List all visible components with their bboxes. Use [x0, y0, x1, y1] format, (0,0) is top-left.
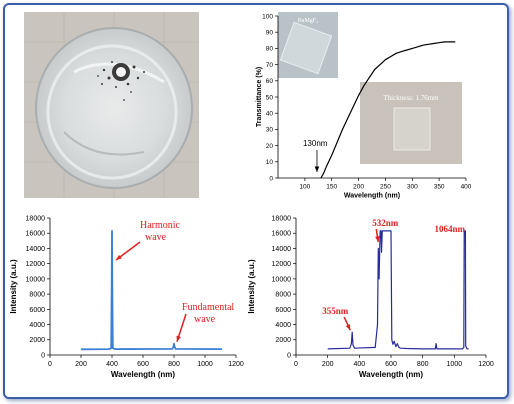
x-axis-label: Wavelength (nm) [344, 193, 400, 200]
x-tick-label: 1200 [228, 361, 244, 368]
y-tick-label: 6000 [29, 307, 45, 314]
x-tick-label: 150 [326, 184, 337, 191]
y-tick-label: 60 [266, 78, 274, 85]
y-tick-label: 12000 [26, 261, 46, 268]
annotation-arrowhead [176, 335, 181, 342]
x-tick-label: 200 [322, 361, 334, 368]
x-tick-label: 300 [407, 184, 418, 191]
inset-label-bamgf4: BaMgF₄ [298, 18, 318, 24]
x-tick-label: 1000 [447, 361, 463, 368]
y-tick-label: 16000 [272, 231, 292, 238]
annotation-arrowhead [116, 254, 122, 260]
y-tick-label: 20 [266, 143, 274, 150]
y-tick-label: 90 [266, 29, 274, 36]
x-tick-label: 350 [434, 184, 445, 191]
annotation-harmonic-line2: wave [145, 232, 167, 243]
annotation-1064nm: 1064nm [434, 224, 465, 234]
x-tick-label: 0 [294, 361, 298, 368]
y-tick-label: 0 [41, 352, 45, 359]
annotation-fundamental-line2: wave [194, 314, 216, 325]
x-tick-label: 100 [299, 184, 310, 191]
y-tick-label: 16000 [26, 231, 46, 238]
x-tick-label: 400 [461, 184, 472, 191]
x-tick-label: 200 [353, 184, 364, 191]
inset-photo-bamgf4: BaMgF₄ [278, 12, 338, 78]
y-tick-label: 18000 [272, 215, 292, 222]
x-tick-label: 250 [380, 184, 391, 191]
y-tick-label: 8000 [275, 292, 291, 299]
annotation-355nm: 355nm [322, 306, 349, 316]
x-tick-label: 600 [385, 361, 397, 368]
y-tick-label: 30 [266, 127, 274, 134]
spectrum-chart-1: 0 200 400 600 800 1000 12000200040006000800010… [9, 215, 244, 379]
x-tick-label: 600 [137, 361, 149, 368]
x-tick-label: 0 [48, 361, 52, 368]
y-tick-label: 10000 [26, 276, 46, 283]
y-axis-label: Transmittance (%) [256, 67, 263, 127]
x-tick-label: 1000 [197, 361, 213, 368]
y-tick-label: 18000 [26, 215, 46, 222]
y-tick-label: 14000 [26, 246, 46, 253]
x-tick-label: 800 [168, 361, 180, 368]
y-tick-label: 14000 [272, 246, 292, 253]
y-tick-label: 10 [266, 159, 274, 166]
series-line-1 [80, 230, 223, 351]
y-tick-label: 12000 [272, 261, 292, 268]
annotation-130nm: 130nm [303, 139, 328, 148]
inset-label-thickness: Thickness: 1.76mm [383, 94, 439, 102]
x-tick-label: 400 [106, 361, 118, 368]
x-tick-label: 400 [353, 361, 365, 368]
transmittance-chart: BaMgF₄ Thickness: 1.76mm 100 150 200 250 300… [256, 12, 472, 200]
y-tick-label: 4000 [275, 322, 291, 329]
y-tick-label: 80 [266, 46, 274, 53]
y-tick-label: 50 [266, 94, 274, 101]
annotation-fundamental-line1: Fundamental [182, 302, 234, 313]
y-tick-label: 10000 [272, 276, 292, 283]
y-tick-label: 2000 [275, 337, 291, 344]
x-tick-label: 1200 [478, 361, 494, 368]
inset-photo-thickness: Thickness: 1.76mm [360, 82, 462, 164]
annotation-arrowhead [314, 166, 320, 172]
annotation-harmonic-line1: Harmonic [140, 220, 181, 231]
y-tick-label: 6000 [275, 307, 291, 314]
y-tick-label: 100 [262, 13, 273, 20]
series-line-1 [320, 41, 456, 179]
y-tick-label: 4000 [29, 322, 45, 329]
y-axis-label: Intensity (a.u.) [247, 259, 256, 314]
x-axis-label: Wavelength (nm) [111, 370, 175, 379]
y-tick-label: 8000 [29, 292, 45, 299]
x-tick-label: 200 [75, 361, 87, 368]
x-axis-label: Wavelength (nm) [359, 370, 423, 379]
crystal-photo [24, 12, 199, 198]
x-tick-label: 800 [417, 361, 429, 368]
y-axis-label: Intensity (a.u.) [9, 259, 18, 314]
y-tick-label: 40 [266, 110, 274, 117]
y-tick-label: 2000 [29, 337, 45, 344]
y-tick-label: 0 [287, 352, 291, 359]
y-tick-label: 0 [269, 175, 273, 182]
annotation-532nm: 532nm [372, 218, 399, 228]
annotation-arrowhead [375, 236, 380, 242]
series-line-1 [327, 230, 469, 350]
y-tick-label: 70 [266, 62, 274, 69]
spectrum-chart-2: 0 200 400 600 800 1000 12000200040006000800010… [247, 215, 494, 379]
annotation-arrowhead [345, 324, 351, 331]
